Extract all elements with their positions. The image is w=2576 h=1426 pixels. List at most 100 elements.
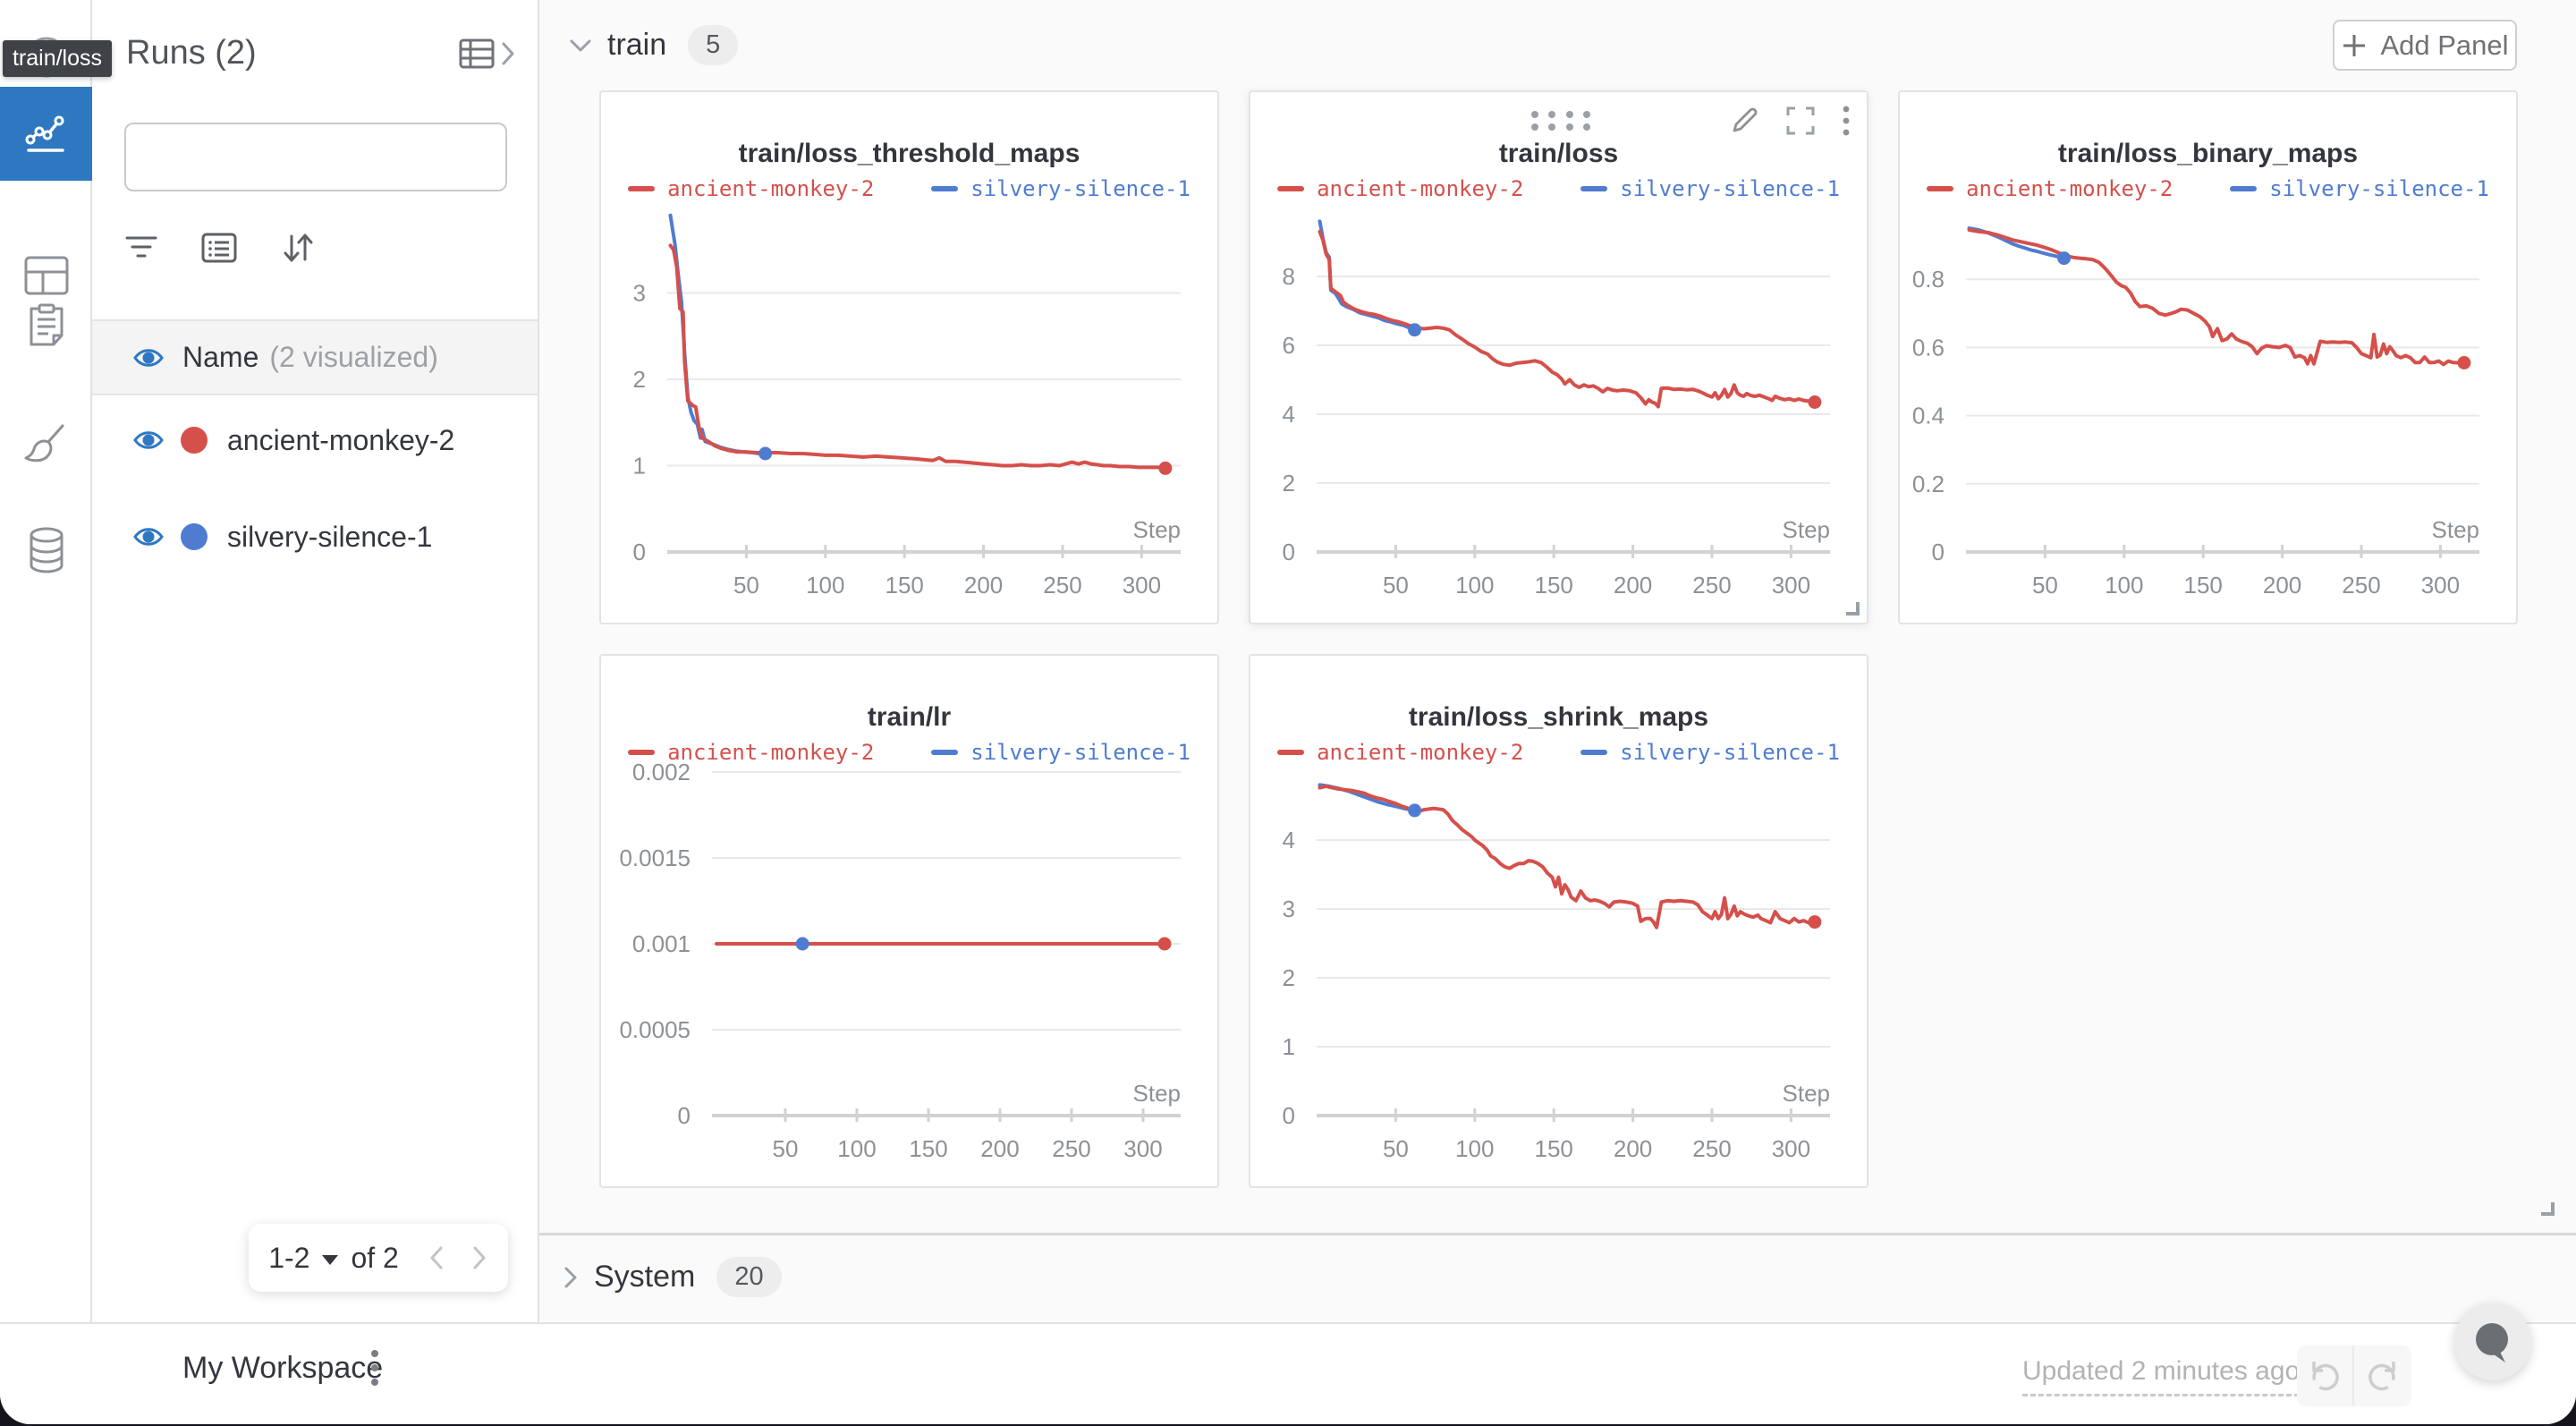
run-row[interactable]: ancient-monkey-2 xyxy=(92,395,538,485)
chevron-down-icon[interactable] xyxy=(568,37,593,55)
chart-panel[interactable]: train/loss ancient-monkey-2 silvery-silenc… xyxy=(1249,90,1868,624)
runs-header-sublabel: (2 visualized) xyxy=(269,341,438,373)
undo-button[interactable] xyxy=(2297,1345,2354,1406)
workspace-menu-kebab-icon[interactable] xyxy=(370,1347,379,1393)
chart-panel[interactable]: train/lr ancient-monkey-2 silvery-silence-… xyxy=(599,654,1219,1188)
section-train-header[interactable]: train 5 xyxy=(568,25,739,65)
svg-text:0.8: 0.8 xyxy=(1912,266,1945,293)
sort-icon[interactable] xyxy=(280,231,316,265)
add-panel-button[interactable]: Add Panel xyxy=(2333,20,2517,71)
search-input[interactable] xyxy=(155,130,500,184)
prev-page-icon[interactable] xyxy=(428,1244,445,1271)
svg-text:2: 2 xyxy=(633,366,646,393)
legend-run-name[interactable]: ancient-monkey-2 xyxy=(667,176,875,201)
redo-button[interactable] xyxy=(2354,1345,2411,1406)
section-resize-handle[interactable] xyxy=(2541,1202,2555,1216)
run-color-dot xyxy=(181,523,208,550)
edit-pencil-icon[interactable] xyxy=(1729,106,1759,136)
chart-panel[interactable]: train/loss_threshold_maps ancient-monkey-… xyxy=(599,90,1219,624)
svg-text:100: 100 xyxy=(806,572,844,598)
legend-run-name[interactable]: ancient-monkey-2 xyxy=(1317,740,1524,765)
panel-actions xyxy=(1729,105,1851,137)
svg-text:Step: Step xyxy=(1133,1080,1182,1107)
legend-run-name[interactable]: silvery-silence-1 xyxy=(970,740,1191,765)
run-row[interactable]: silvery-silence-1 xyxy=(92,492,538,581)
svg-text:200: 200 xyxy=(1614,572,1652,598)
section-system-count: 20 xyxy=(716,1257,782,1297)
runs-toolbar xyxy=(124,231,316,265)
legend-run-name[interactable]: ancient-monkey-2 xyxy=(667,740,875,765)
svg-text:200: 200 xyxy=(2263,572,2301,598)
table-icon xyxy=(459,38,495,69)
legend-dash xyxy=(1580,750,1608,755)
pagination-range[interactable]: 1-2 xyxy=(268,1241,310,1274)
panel-resize-handle[interactable] xyxy=(1846,602,1860,615)
runs-search[interactable]: * xyxy=(124,123,507,191)
sidebar-item-table[interactable] xyxy=(0,250,92,301)
svg-text:250: 250 xyxy=(2342,572,2380,598)
sidebar-item-charts[interactable] xyxy=(0,87,92,181)
chart-panel[interactable]: train/loss_shrink_maps ancient-monkey-2 si… xyxy=(1249,654,1868,1188)
panel-kebab-icon[interactable] xyxy=(1842,105,1851,137)
svg-text:0.002: 0.002 xyxy=(632,759,691,785)
sidebar-item-logs[interactable] xyxy=(0,301,92,351)
legend-dash xyxy=(1927,186,1954,191)
chevron-right-icon[interactable] xyxy=(562,1265,580,1290)
svg-text:150: 150 xyxy=(909,1135,947,1162)
svg-text:6: 6 xyxy=(1283,332,1295,359)
run-visibility-eye-icon[interactable] xyxy=(132,524,165,549)
legend-run-name[interactable]: silvery-silence-1 xyxy=(1620,176,1840,201)
history-controls xyxy=(2297,1345,2411,1406)
run-name[interactable]: silvery-silence-1 xyxy=(227,520,433,553)
legend-run-name[interactable]: silvery-silence-1 xyxy=(2269,176,2489,201)
tooltip-text: train/loss xyxy=(12,46,103,71)
legend-run-name[interactable]: ancient-monkey-2 xyxy=(1966,176,2174,201)
nav-sidebar xyxy=(0,0,92,1322)
runs-table-button[interactable] xyxy=(459,36,521,72)
chart-legend: ancient-monkey-2 silvery-silence-1 xyxy=(1250,176,1867,201)
chart-title: train/loss_binary_maps xyxy=(2057,139,2359,168)
sidebar-item-artifacts[interactable] xyxy=(0,524,92,578)
legend-dash xyxy=(1277,186,1305,191)
add-panel-label: Add Panel xyxy=(2380,29,2509,61)
legend-run-name[interactable]: ancient-monkey-2 xyxy=(1317,176,1524,201)
runs-header-row[interactable]: Name (2 visualized) xyxy=(92,319,538,395)
svg-text:50: 50 xyxy=(2032,572,2058,598)
svg-text:250: 250 xyxy=(1052,1135,1090,1162)
run-color-dot xyxy=(181,427,208,454)
sidebar-item-sweeps[interactable] xyxy=(0,417,92,471)
legend-run-name[interactable]: silvery-silence-1 xyxy=(1620,740,1840,765)
svg-text:250: 250 xyxy=(1043,572,1081,598)
svg-text:300: 300 xyxy=(2421,572,2460,598)
bottom-bar: My Workspace Updated 2 minutes ago xyxy=(0,1322,2576,1424)
runs-pagination[interactable]: 1-2 of 2 xyxy=(249,1224,508,1292)
svg-text:300: 300 xyxy=(1772,1135,1810,1162)
svg-text:2: 2 xyxy=(1283,470,1295,497)
updated-timestamp[interactable]: Updated 2 minutes ago xyxy=(2022,1356,2301,1396)
svg-text:300: 300 xyxy=(1123,1135,1162,1162)
filter-icon[interactable] xyxy=(124,233,158,262)
run-name[interactable]: ancient-monkey-2 xyxy=(227,423,455,456)
legend-dash xyxy=(2230,186,2258,191)
fullscreen-icon[interactable] xyxy=(1784,105,1817,137)
svg-text:1: 1 xyxy=(1283,1033,1295,1060)
columns-list-icon[interactable] xyxy=(201,233,237,263)
section-system-header[interactable]: System 20 xyxy=(562,1257,782,1297)
svg-text:4: 4 xyxy=(1283,827,1295,853)
next-page-icon[interactable] xyxy=(470,1244,488,1271)
panel-drag-handle[interactable] xyxy=(1526,108,1596,133)
legend-dash xyxy=(931,186,959,191)
svg-text:4: 4 xyxy=(1283,401,1295,428)
svg-text:3: 3 xyxy=(1283,895,1295,922)
chat-fab-button[interactable] xyxy=(2454,1303,2531,1380)
svg-text:2: 2 xyxy=(1283,964,1295,991)
chart-panel[interactable]: train/loss_binary_maps ancient-monkey-2 si… xyxy=(1898,90,2518,624)
section-divider xyxy=(539,1233,2576,1235)
pagination-caret-icon[interactable] xyxy=(322,1254,339,1265)
panel-grid: train/loss_threshold_maps ancient-monkey-… xyxy=(599,90,2518,1188)
legend-dash xyxy=(1277,750,1305,755)
legend-run-name[interactable]: silvery-silence-1 xyxy=(970,176,1191,201)
panels-icon xyxy=(24,256,68,295)
visibility-all-eye-icon[interactable] xyxy=(132,345,165,370)
run-visibility-eye-icon[interactable] xyxy=(132,428,165,453)
